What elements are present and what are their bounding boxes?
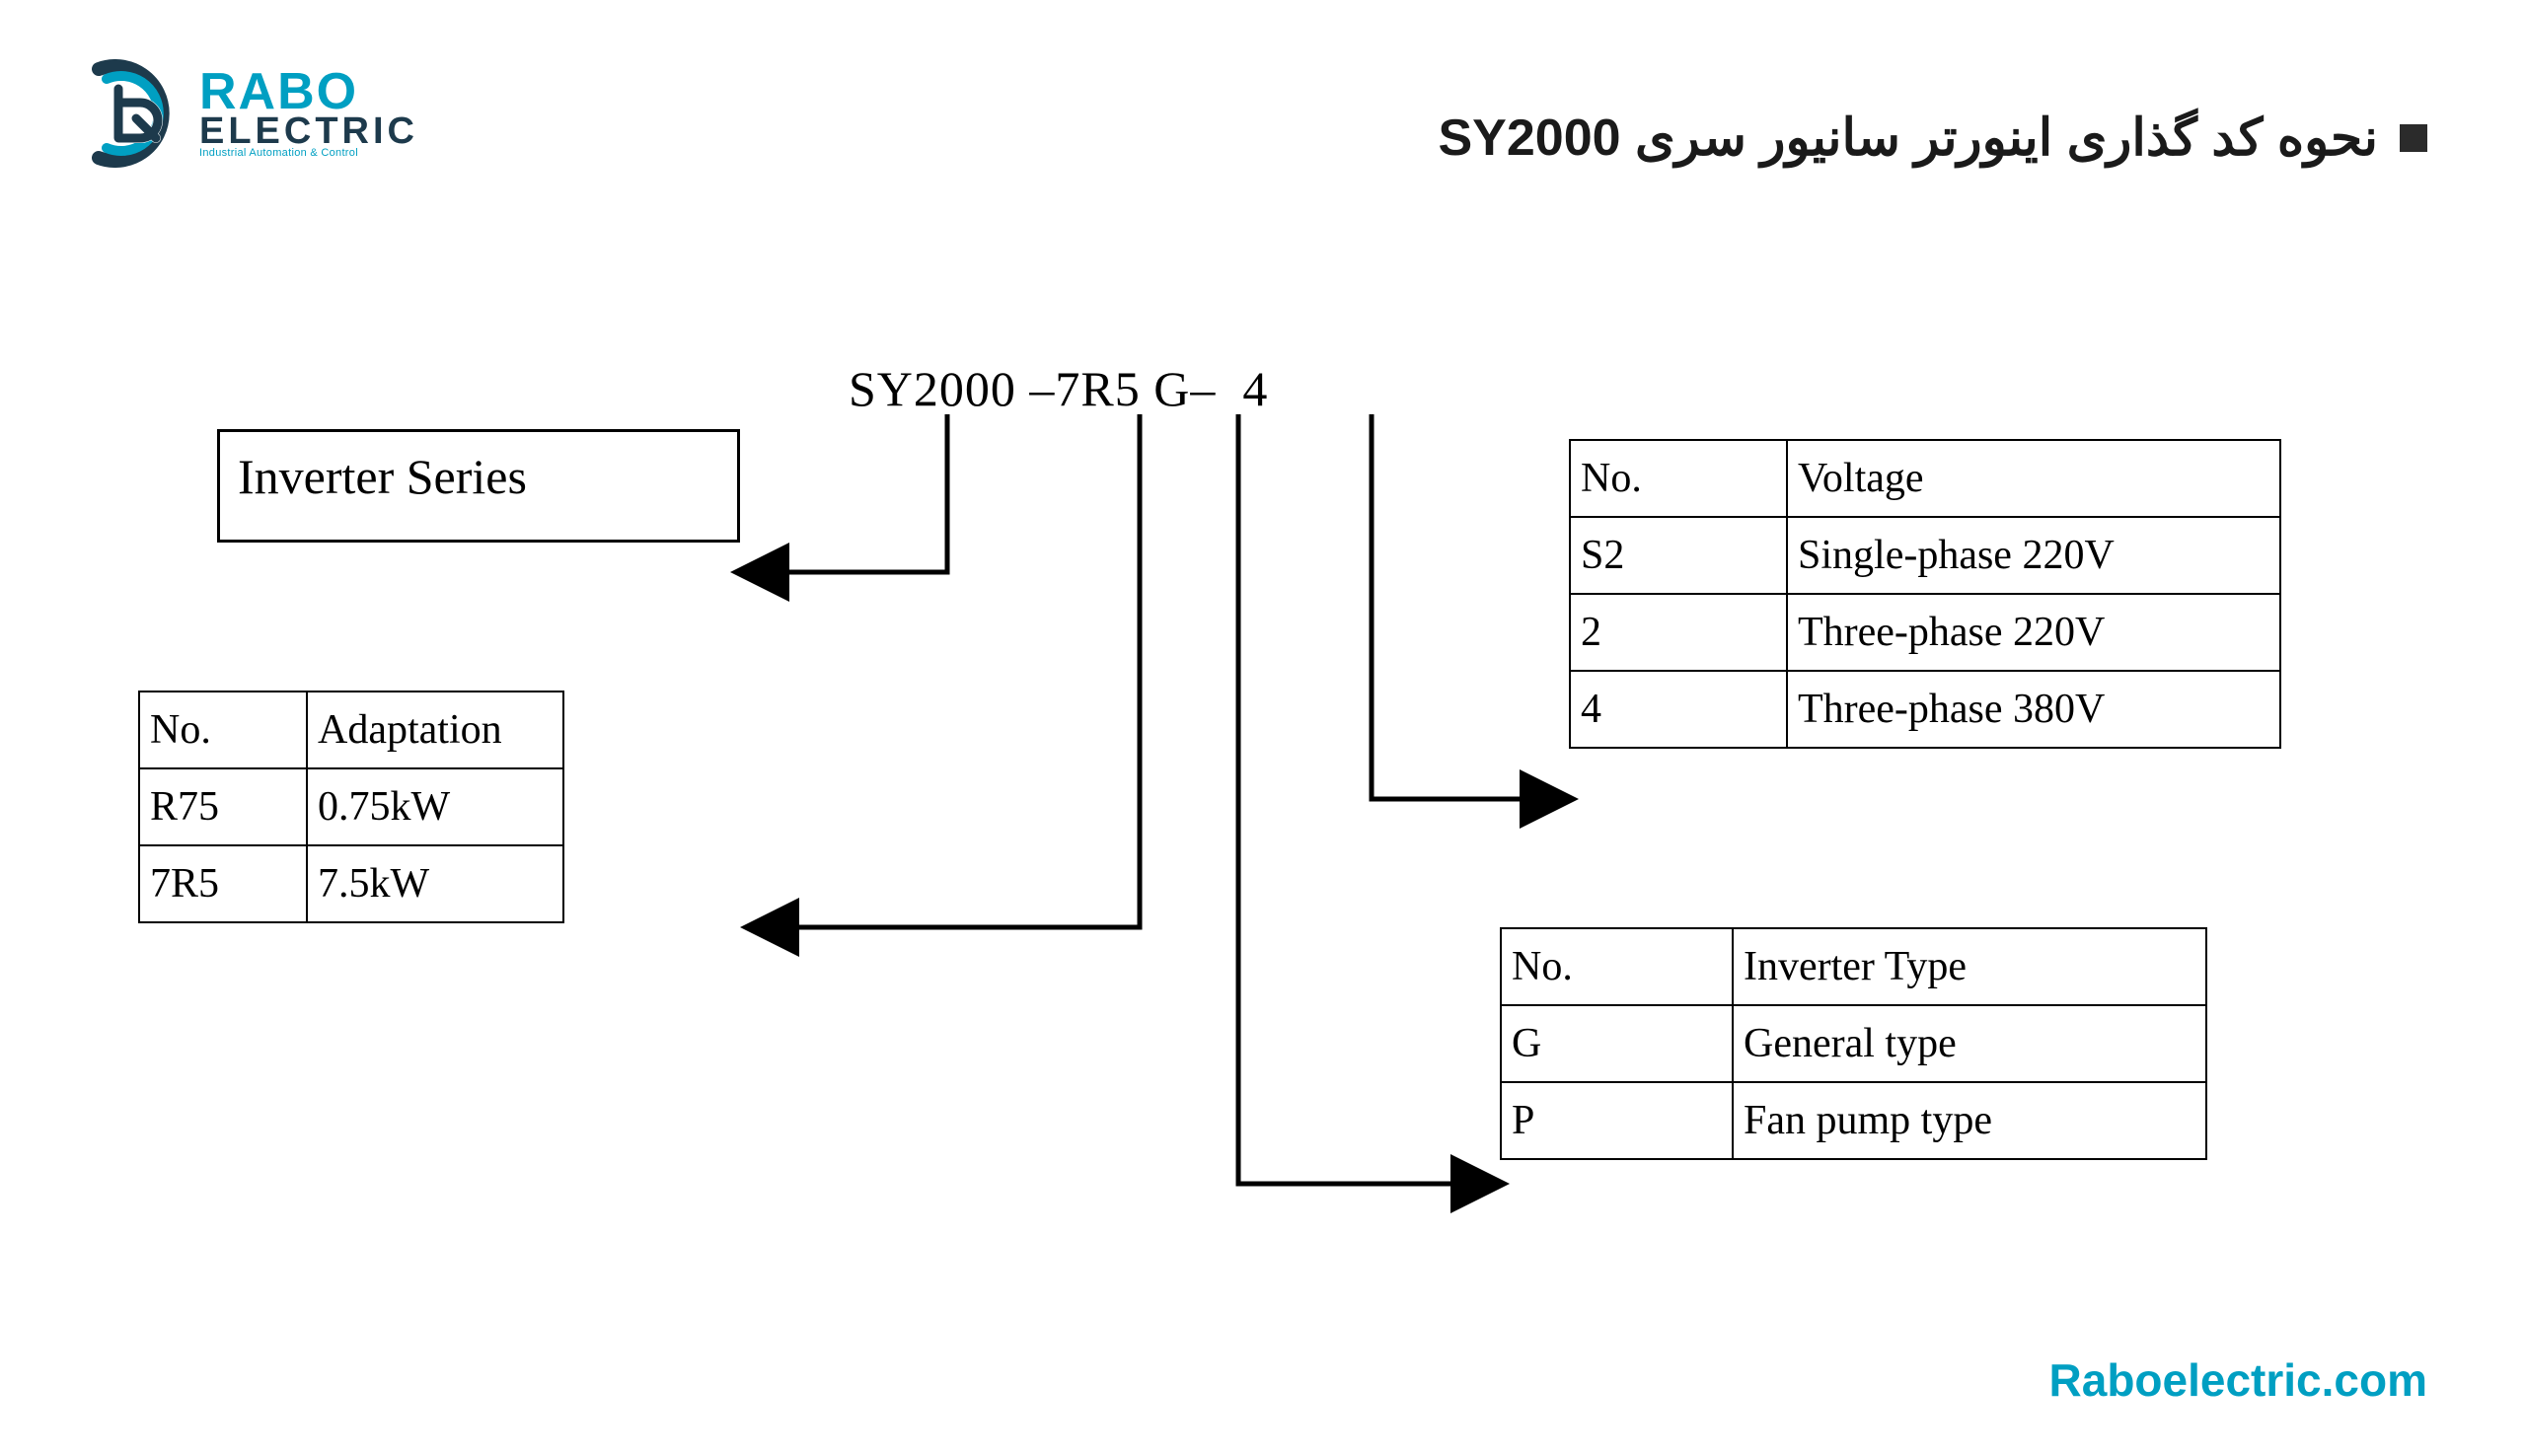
product-code: SY2000 –7R5 G– 4 <box>849 360 1268 417</box>
logo-line2: ELECTRIC <box>199 114 418 148</box>
table-row: G General type <box>1501 1005 2206 1082</box>
table-row: R75 0.75kW <box>139 768 563 845</box>
page-title: نحوه کد گذاری اینورتر سانیور سری SY2000 <box>1438 109 2378 168</box>
logo-line1: RABO <box>199 69 418 115</box>
table-row: S2 Single-phase 220V <box>1570 517 2280 594</box>
inverter-type-table: No. Inverter Type G General type P Fan p… <box>1500 927 2207 1160</box>
table-row: No. Voltage <box>1570 440 2280 517</box>
table-row: No. Adaptation <box>139 692 563 768</box>
inverter-series-box: Inverter Series <box>217 429 740 543</box>
table-row: P Fan pump type <box>1501 1082 2206 1159</box>
brand-logo: RABO ELECTRIC Industrial Automation & Co… <box>79 59 418 168</box>
adaptation-table: No. Adaptation R75 0.75kW 7R5 7.5kW <box>138 691 564 923</box>
logo-mark-icon <box>79 59 187 168</box>
inverter-series-label: Inverter Series <box>238 449 527 504</box>
table-row: 2 Three-phase 220V <box>1570 594 2280 671</box>
table-row: No. Inverter Type <box>1501 928 2206 1005</box>
page-title-row: نحوه کد گذاری اینورتر سانیور سری SY2000 <box>1438 109 2427 168</box>
table-row: 4 Three-phase 380V <box>1570 671 2280 748</box>
title-bullet-icon <box>2400 124 2427 152</box>
voltage-table: No. Voltage S2 Single-phase 220V 2 Three… <box>1569 439 2281 749</box>
footer-url: Raboelectric.com <box>2049 1353 2427 1407</box>
logo-subtitle: Industrial Automation & Control <box>199 149 418 159</box>
table-row: 7R5 7.5kW <box>139 845 563 922</box>
